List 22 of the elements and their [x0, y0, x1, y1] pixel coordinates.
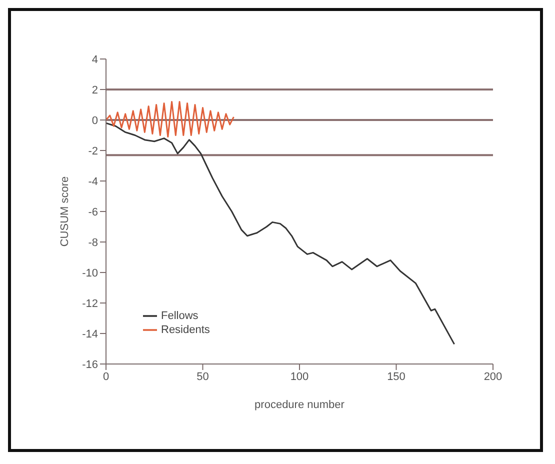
y-tick-label: 4: [92, 54, 98, 66]
legend-label: Residents: [161, 324, 210, 336]
x-tick-label: 200: [484, 370, 502, 383]
y-tick-label: -8: [88, 236, 98, 249]
x-tick-label: 0: [102, 370, 110, 383]
line-series: [106, 122, 456, 345]
y-tick-label: -16: [82, 358, 98, 371]
y-tick-label: -14: [82, 328, 98, 340]
y-tick-label: -10: [82, 267, 98, 280]
y-tick-label: -2: [88, 145, 98, 158]
y-axis-title: CUSUM score: [58, 176, 71, 247]
x-tick-label: 100: [290, 370, 309, 383]
y-tick-label: 2: [92, 84, 98, 96]
x-tick-label: 50: [196, 370, 209, 383]
x-axis-title: procedure number: [254, 399, 345, 411]
line-series: [106, 100, 234, 138]
y-tick-label: -6: [88, 206, 98, 218]
y-tick-label: -12: [82, 298, 98, 310]
y-tick-label: 0: [92, 114, 98, 127]
legend-label: Fellows: [161, 310, 198, 322]
x-tick-label: 150: [387, 370, 406, 383]
y-tick-label: -4: [88, 176, 98, 188]
